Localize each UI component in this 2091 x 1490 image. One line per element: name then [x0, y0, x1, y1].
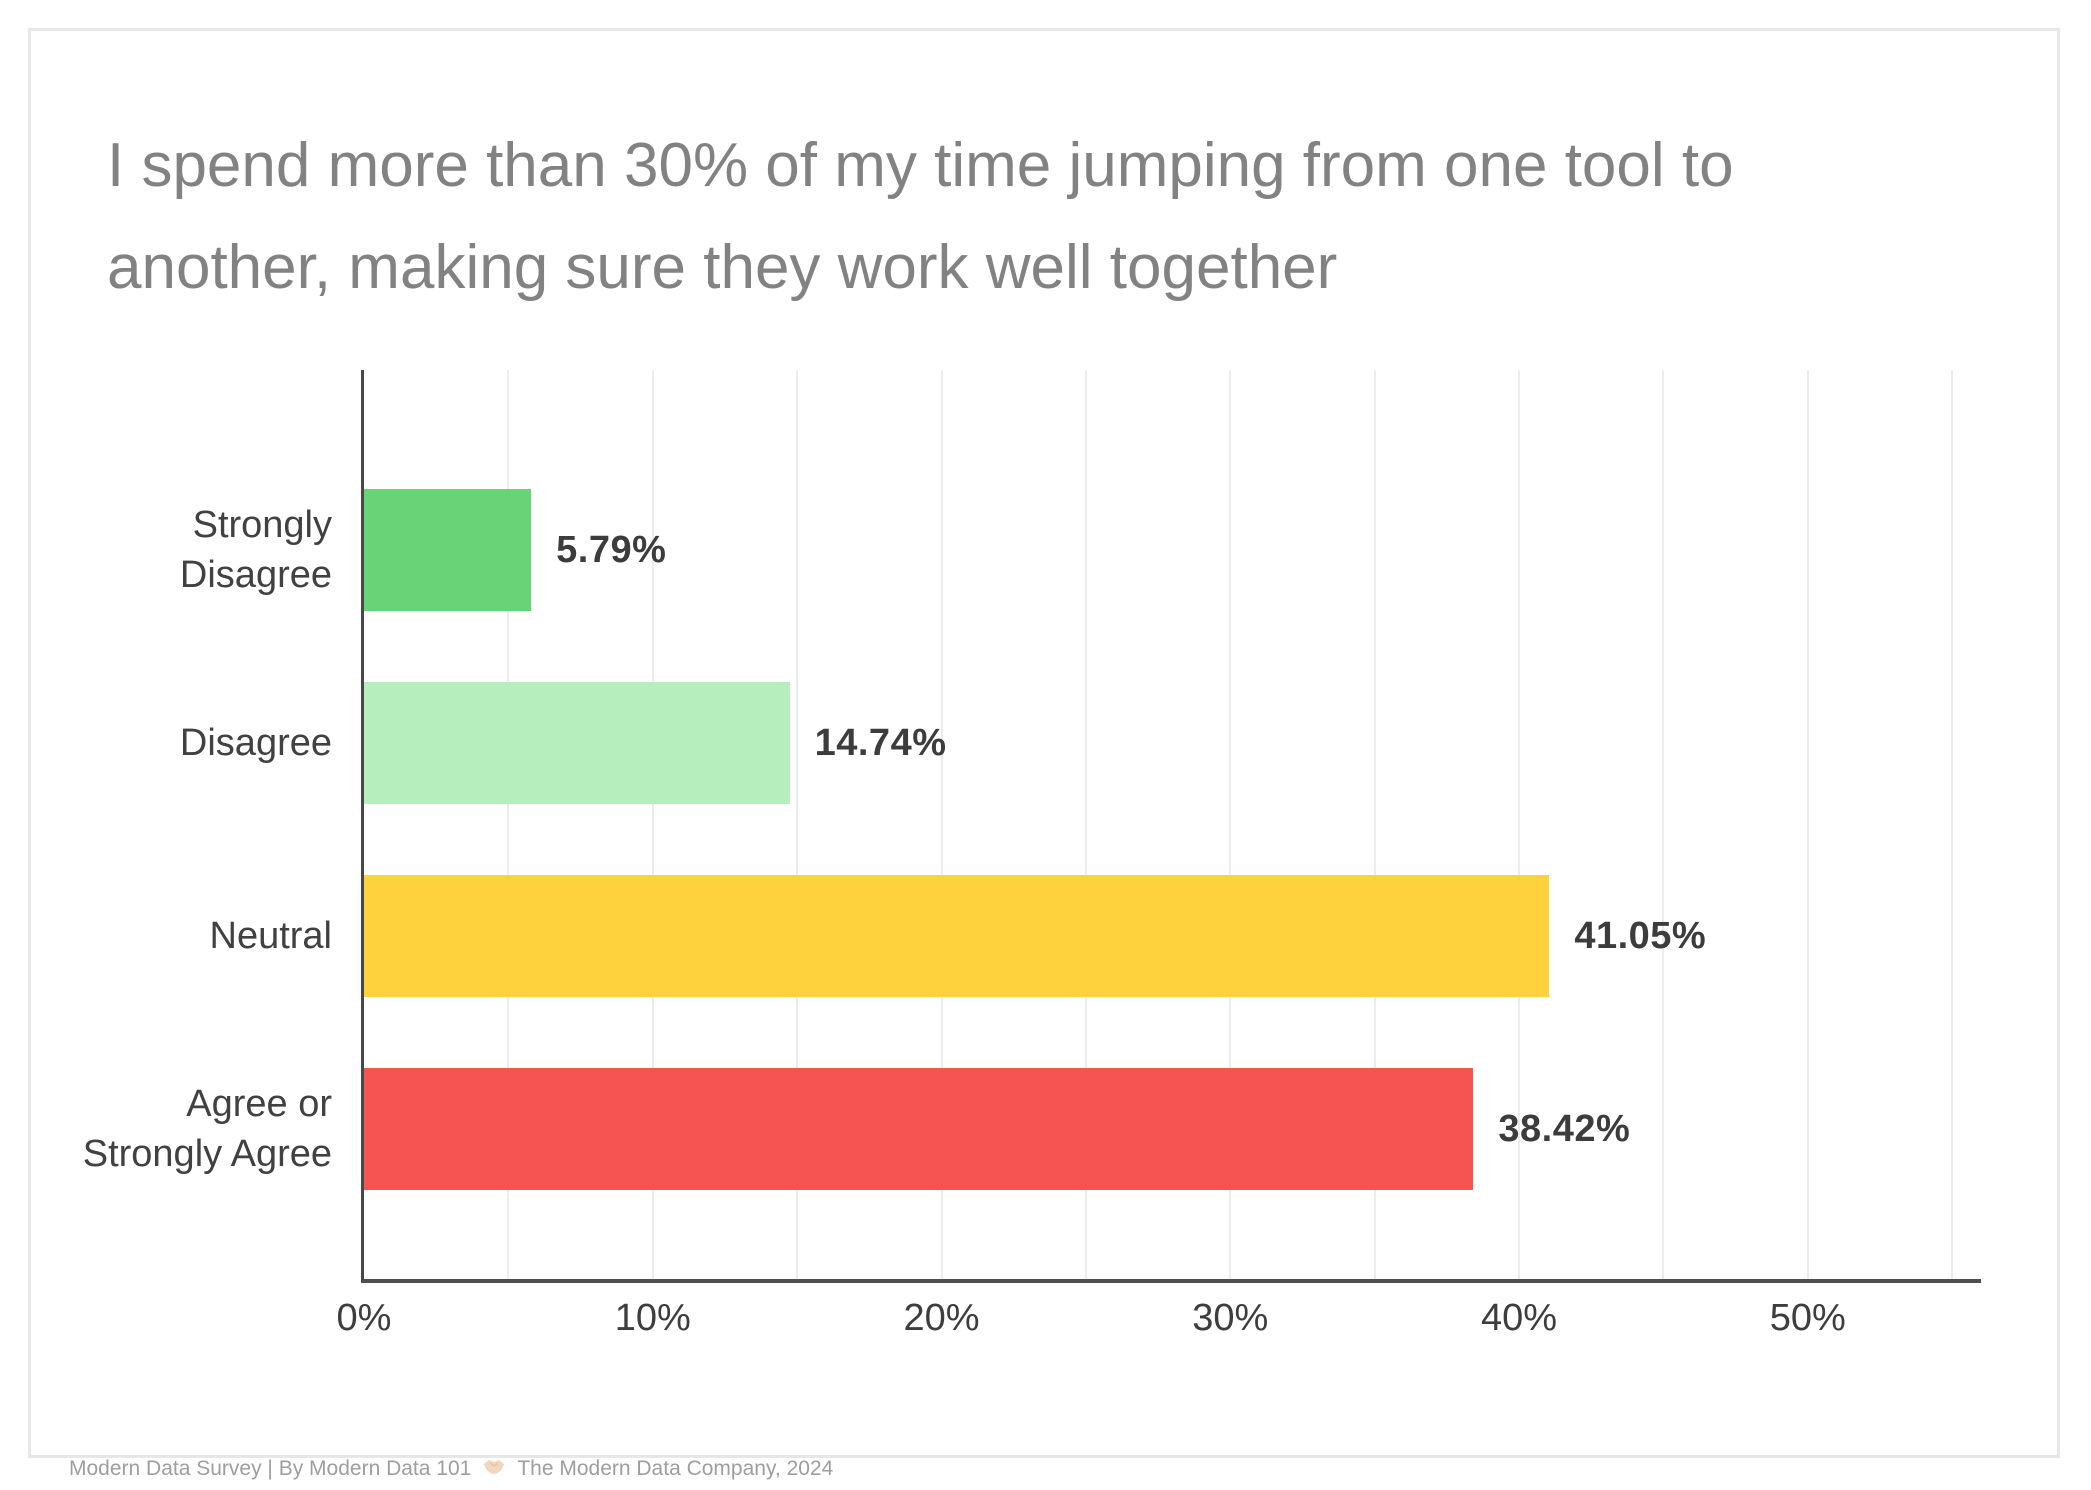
bar-row: Strongly Disagree 5.79% — [180, 489, 1981, 611]
bar-neutral — [364, 875, 1550, 997]
category-label: Strongly Disagree — [22, 489, 332, 611]
x-axis-tick-label: 30% — [1192, 1297, 1269, 1339]
bar-row: Neutral 41.05% — [210, 875, 1981, 997]
source-caption-right: The Modern Data Company, 2024 — [517, 1457, 834, 1480]
category-label-line: Neutral — [209, 915, 333, 957]
chart-title: I spend more than 30% of my time jumping… — [107, 115, 1734, 319]
bar-agree-or-strongly-agree — [364, 1068, 1474, 1190]
source-caption: Modern Data Survey | By Modern Data 101 … — [69, 1453, 833, 1485]
chart-card: I spend more than 30% of my time jumping… — [28, 28, 2060, 1480]
bar-row: Disagree 14.74% — [180, 682, 1981, 804]
gridline — [507, 370, 510, 1279]
gridline — [1084, 370, 1087, 1279]
value-label: 14.74% — [814, 721, 947, 764]
x-axis-tick-label: 0% — [336, 1297, 392, 1339]
plot-area: Strongly Disagree 5.79% Disagree 14.74% Neutr… — [83, 370, 1981, 1339]
x-axis-tick-label: 20% — [903, 1297, 980, 1339]
x-axis-tick-label: 50% — [1769, 1297, 1846, 1339]
gridline — [1373, 370, 1376, 1279]
chart-title-line2: another, making sure they work well toge… — [107, 233, 1338, 302]
category-label-line: Strongly — [192, 504, 332, 546]
category-label: Disagree — [22, 682, 332, 804]
handshake-icon — [481, 1453, 507, 1485]
x-axis-tick-label: 40% — [1480, 1297, 1558, 1339]
x-axis-tick-labels: 0% 10% 20% 30% 40% 50% — [337, 1297, 1981, 1347]
gridline — [1951, 370, 1954, 1279]
category-label: Agree or Strongly Agree — [22, 1068, 332, 1190]
bar-disagree — [364, 682, 790, 804]
chart-title-line1: I spend more than 30% of my time jumping… — [107, 131, 1734, 200]
gridline — [1662, 370, 1665, 1279]
gridline — [940, 370, 943, 1279]
x-axis-tick-label: 10% — [614, 1297, 691, 1339]
value-label: 38.42% — [1498, 1107, 1631, 1150]
gridline — [651, 370, 654, 1279]
value-label: 5.79% — [556, 528, 667, 571]
category-label-line: Disagree — [179, 554, 332, 596]
category-label-line: Disagree — [179, 722, 332, 764]
gridline — [1229, 370, 1232, 1279]
bar-row: Agree or Strongly Agree 38.42% — [83, 1068, 1981, 1190]
gridline — [1518, 370, 1520, 1279]
category-label: Neutral — [22, 875, 333, 997]
category-label-line: Agree or — [186, 1083, 332, 1125]
gridline — [1806, 370, 1809, 1279]
category-label-line: Strongly Agree — [82, 1133, 332, 1175]
bar-strongly-disagree — [364, 489, 532, 611]
source-caption-left: Modern Data Survey | By Modern Data 101 — [69, 1457, 472, 1480]
gridline — [796, 370, 799, 1279]
value-label: 41.05% — [1574, 914, 1707, 957]
